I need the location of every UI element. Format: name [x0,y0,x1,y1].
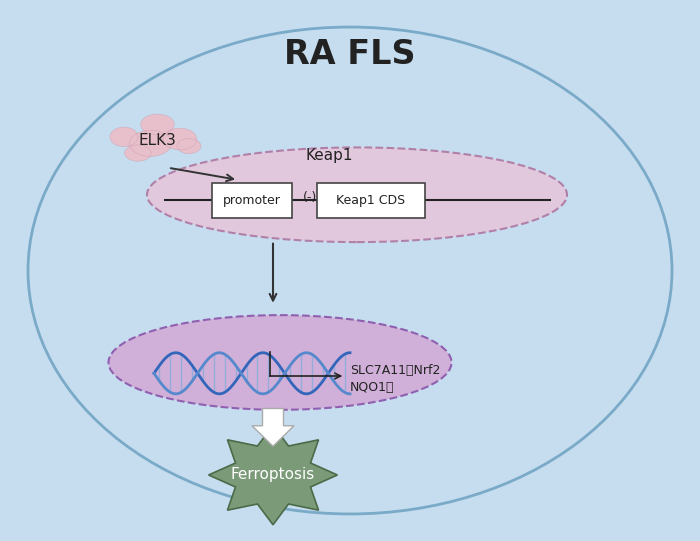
Text: (-): (-) [302,191,317,204]
Ellipse shape [130,130,172,156]
Ellipse shape [163,128,197,150]
Text: ELK3: ELK3 [139,133,176,148]
Text: promoter: promoter [223,194,281,207]
Ellipse shape [141,114,174,135]
Ellipse shape [110,127,138,147]
Ellipse shape [125,145,151,161]
Text: RA FLS: RA FLS [284,38,416,70]
Ellipse shape [147,148,567,242]
Text: NQO1、: NQO1、 [350,381,395,394]
Bar [211,182,293,217]
Text: SLC7A11、Nrf2: SLC7A11、Nrf2 [350,364,440,377]
Polygon shape [252,408,294,446]
Ellipse shape [108,315,452,410]
Text: Keap1 CDS: Keap1 CDS [337,194,405,207]
Text: Ferroptosis: Ferroptosis [231,467,315,483]
Ellipse shape [177,138,201,154]
Ellipse shape [28,27,672,514]
Bar [316,182,426,217]
Text: Keap1: Keap1 [305,148,353,163]
Polygon shape [209,425,337,525]
